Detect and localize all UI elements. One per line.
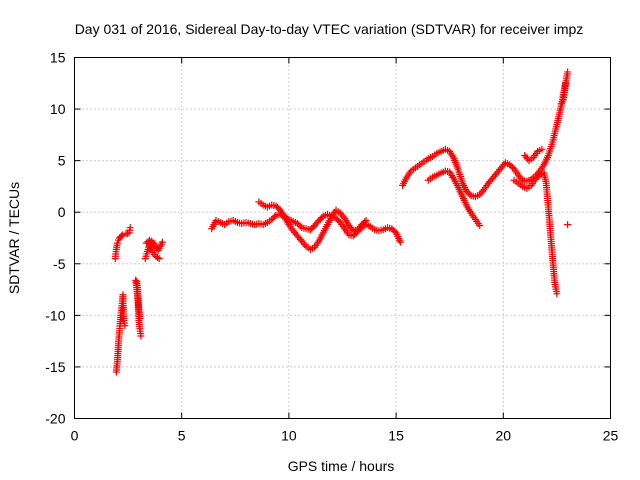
data-series xyxy=(111,68,572,376)
plot-frame xyxy=(74,57,611,419)
series-segment-e1 xyxy=(399,79,569,201)
data-point xyxy=(479,187,487,195)
data-point xyxy=(318,214,326,222)
data-point xyxy=(126,224,134,232)
data-point xyxy=(142,239,150,247)
data-point xyxy=(155,255,163,263)
data-point xyxy=(301,241,309,249)
data-point xyxy=(466,190,474,198)
x-tick-label: 25 xyxy=(603,428,619,444)
data-point xyxy=(517,175,525,183)
series-segment-a2 xyxy=(112,291,129,376)
grid xyxy=(74,57,611,419)
chart-title: Day 031 of 2016, Sidereal Day-to-day VTE… xyxy=(75,21,584,37)
y-axis-label: SDTVAR / TECUs xyxy=(6,182,22,294)
y-tick-label: 15 xyxy=(50,50,66,66)
series-segment-e3 xyxy=(510,169,561,298)
data-point xyxy=(361,218,369,226)
series-segment-e4 xyxy=(521,145,546,165)
series-segment-d1 xyxy=(208,210,404,246)
data-point xyxy=(396,238,404,246)
x-tick-label: 0 xyxy=(71,428,79,444)
data-point xyxy=(119,231,127,239)
data-point xyxy=(534,172,542,180)
data-point xyxy=(476,222,484,230)
series-segment-e2 xyxy=(424,167,484,230)
series-segment-a1 xyxy=(111,231,127,263)
data-point xyxy=(538,145,546,153)
series-segment-d2 xyxy=(255,198,370,253)
data-point xyxy=(362,216,370,224)
data-point xyxy=(339,213,347,221)
y-tick-label: -20 xyxy=(45,411,65,427)
x-tick-label: 10 xyxy=(281,428,297,444)
data-point xyxy=(121,322,129,330)
data-point xyxy=(553,290,561,298)
series-segment-a3 xyxy=(122,224,134,238)
data-point xyxy=(348,225,356,233)
data-point xyxy=(113,239,121,247)
y-tick-label: 0 xyxy=(58,204,66,220)
x-tick-label: 20 xyxy=(496,428,512,444)
data-point xyxy=(271,213,279,221)
y-tick-label: -5 xyxy=(53,256,66,272)
y-tick-label: 10 xyxy=(50,101,66,117)
data-point xyxy=(118,232,126,240)
data-point xyxy=(154,254,162,262)
series-segment-b2 xyxy=(133,277,145,340)
data-point xyxy=(296,222,304,230)
series-segment-c2 xyxy=(142,236,163,263)
data-point xyxy=(564,68,572,76)
x-tick-label: 15 xyxy=(388,428,404,444)
x-tick-label: 5 xyxy=(178,428,186,444)
y-tick-label: -15 xyxy=(45,359,65,375)
y-tick-label: -10 xyxy=(45,307,65,323)
y-tick-label: 5 xyxy=(58,153,66,169)
x-axis-label: GPS time / hours xyxy=(288,458,395,474)
series-segment-e5 xyxy=(557,68,572,229)
data-point xyxy=(158,238,166,246)
data-point xyxy=(564,221,572,229)
data-point xyxy=(137,332,145,340)
